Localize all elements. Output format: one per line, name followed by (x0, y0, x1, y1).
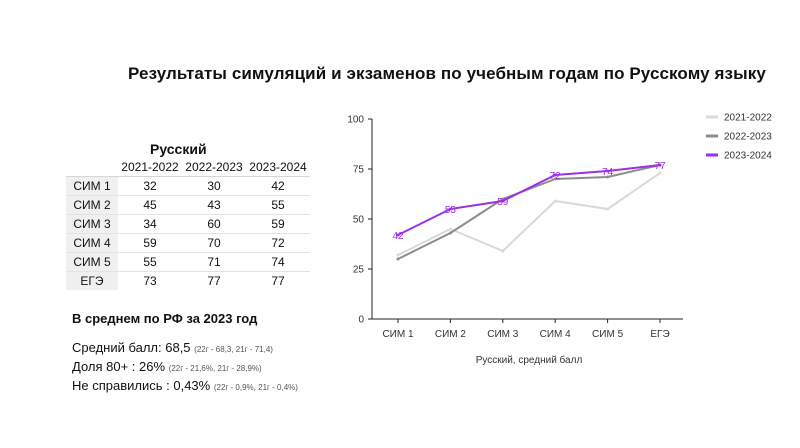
x-tick-label: СИМ 5 (592, 329, 624, 340)
table-row: ЕГЭ 73 77 77 (66, 271, 310, 290)
data-point (501, 199, 505, 203)
data-point (606, 175, 610, 179)
table-cell: 30 (182, 176, 246, 196)
data-label: 77 (654, 161, 666, 172)
data-point (606, 207, 610, 211)
stat-line-failed: Не справились : 0,43% (22г - 0,9%, 21г -… (72, 377, 298, 396)
row-label: СИМ 4 (66, 233, 118, 253)
column-header: 2021-2022 (121, 160, 179, 174)
x-tick-label: СИМ 1 (382, 329, 414, 340)
data-point (448, 207, 452, 211)
y-tick-label: 50 (353, 215, 365, 226)
x-tick-label: СИМ 4 (540, 329, 572, 340)
x-axis-label: Русский, средний балл (476, 354, 583, 366)
stat-main: Доля 80+ : 26% (72, 359, 166, 374)
data-point (553, 177, 557, 181)
stat-note: (22г - 68,3, 21г - 71,4) (194, 345, 273, 354)
data-point (396, 253, 400, 257)
table-cell: 55 (246, 195, 310, 215)
stats-heading: В среднем по РФ за 2023 год (72, 311, 258, 326)
row-label: СИМ 5 (66, 252, 118, 272)
y-tick-label: 75 (353, 165, 365, 176)
data-point (448, 231, 452, 235)
column-header: 2022-2023 (185, 160, 243, 174)
data-point (658, 171, 662, 175)
y-tick-label: 25 (353, 265, 365, 276)
series-line (397, 164, 661, 236)
chart-data-labels: 42 55 59 72 74 77 (392, 161, 666, 242)
table-cell: 60 (182, 214, 246, 234)
data-point (396, 233, 400, 237)
table-row: СИМ 1 32 30 42 (66, 176, 310, 196)
row-label: ЕГЭ (66, 271, 118, 290)
data-point (553, 173, 557, 177)
stats-block: Средний балл: 68,5 (22г - 68,3, 21г - 71… (72, 339, 298, 396)
column-header: 2023-2024 (249, 160, 307, 174)
table-cell: 45 (118, 195, 182, 215)
data-label: 42 (392, 231, 404, 242)
table-cell: 77 (246, 271, 310, 290)
table-cell: 55 (118, 252, 182, 272)
y-tick-label: 100 (347, 115, 364, 126)
page-title: Результаты симуляций и экзаменов по учеб… (128, 64, 766, 83)
legend-label: 2021-2022 (724, 113, 772, 124)
data-point (606, 169, 610, 173)
table-row: СИМ 5 55 71 74 (66, 252, 310, 272)
chart-axes: 0 25 50 75 100 СИМ 1 СИМ 2 СИМ 3 СИМ 4 СИМ 5 ЕГЭ (347, 115, 683, 340)
table-cell: 59 (246, 214, 310, 234)
table-cell: 77 (182, 271, 246, 290)
table-caption: Русский (150, 141, 207, 157)
table-row: СИМ 4 59 70 72 (66, 233, 310, 253)
stat-note: (22г - 0,9%, 21г - 0,4%) (213, 383, 298, 392)
data-label: 59 (497, 197, 509, 208)
stat-line-average: Средний балл: 68,5 (22г - 68,3, 21г - 71… (72, 339, 298, 358)
data-point (448, 227, 452, 231)
table-cell: 42 (246, 176, 310, 196)
table-row: СИМ 3 34 60 59 (66, 214, 310, 234)
x-tick-label: СИМ 3 (487, 329, 519, 340)
table-cell: 59 (118, 233, 182, 253)
data-label: 72 (550, 171, 562, 182)
x-tick-label: СИМ 2 (435, 329, 467, 340)
chart-legend: 2021-2022 2022-2023 2023-2024 (706, 113, 772, 162)
data-label: 74 (602, 167, 614, 178)
x-tick-label: ЕГЭ (650, 329, 669, 340)
y-tick-label: 0 (358, 315, 364, 326)
stat-line-share-80: Доля 80+ : 26% (22г - 21,6%, 21г - 28,9%… (72, 358, 298, 377)
table-cell: 74 (246, 252, 310, 272)
data-point (553, 199, 557, 203)
row-label: СИМ 3 (66, 214, 118, 234)
table-cell: 71 (182, 252, 246, 272)
stat-note: (22г - 21,6%, 21г - 28,9%) (168, 364, 262, 373)
legend-label: 2023-2024 (724, 151, 772, 162)
table-row: СИМ 2 45 43 55 (66, 195, 310, 215)
stat-main: Средний балл: 68,5 (72, 340, 191, 355)
row-label: СИМ 2 (66, 195, 118, 215)
scores-table: 2021-2022 2022-2023 2023-2024 СИМ 1 32 3… (66, 158, 310, 290)
table-cell: 70 (182, 233, 246, 253)
table-cell: 72 (246, 233, 310, 253)
table-cell: 32 (118, 176, 182, 196)
series-line (397, 172, 661, 256)
legend-label: 2022-2023 (724, 132, 772, 143)
table-cell: 73 (118, 271, 182, 290)
data-point (396, 257, 400, 261)
data-point (501, 249, 505, 253)
data-label: 55 (445, 205, 457, 216)
row-label: СИМ 1 (66, 176, 118, 196)
stat-main: Не справились : 0,43% (72, 378, 211, 393)
table-cell: 43 (182, 195, 246, 215)
series-line (397, 164, 661, 260)
table-header-row: 2021-2022 2022-2023 2023-2024 (66, 158, 310, 177)
data-point (658, 163, 662, 167)
chart-series (396, 163, 662, 261)
table-cell: 34 (118, 214, 182, 234)
